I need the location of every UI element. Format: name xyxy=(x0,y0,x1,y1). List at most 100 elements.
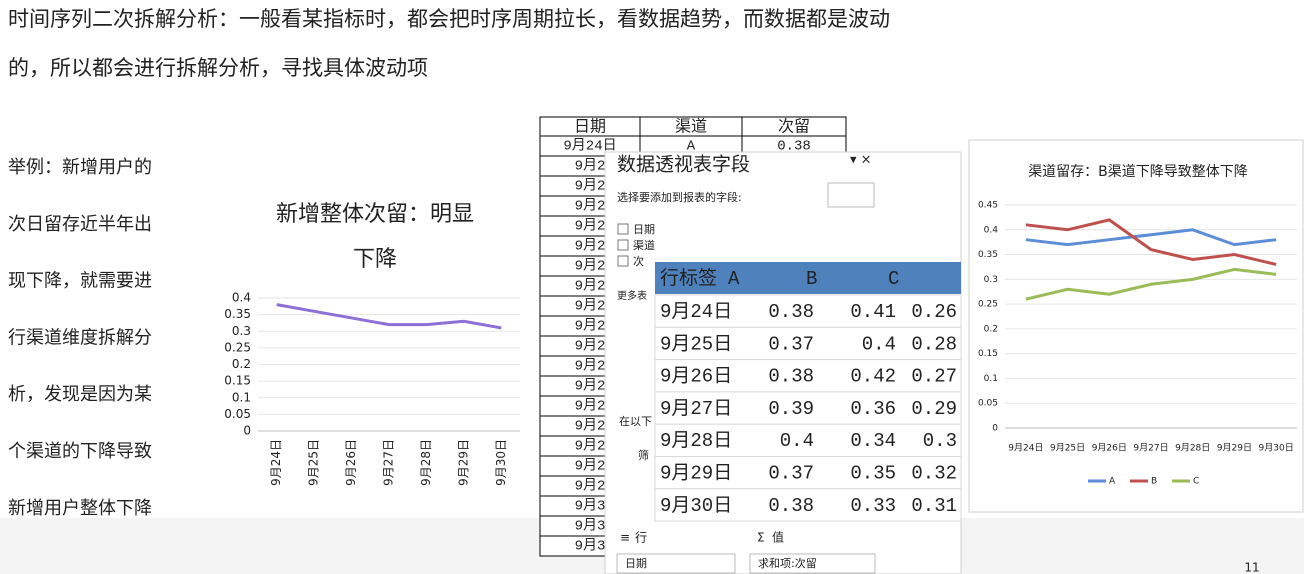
cell-text: 9月24日 xyxy=(563,138,616,155)
column-header: 次留 xyxy=(778,117,810,136)
sidebar-line: 析，发现是因为某 xyxy=(8,384,152,405)
checkbox[interactable] xyxy=(617,223,629,235)
pivot-row xyxy=(654,488,962,522)
pivot-cell: 0.42 xyxy=(850,366,896,388)
x-tick-label: 9月27日 xyxy=(382,439,396,486)
cell-text: 9月2 xyxy=(575,318,606,335)
cell-text: 9月3 xyxy=(575,518,606,535)
y-tick-label: 0.3 xyxy=(232,324,251,338)
heading-line: 的，所以都会进行拆解分析，寻找具体波动项 xyxy=(8,56,428,80)
x-tick-label: 9月29日 xyxy=(456,439,470,486)
cell-text: 9月3 xyxy=(575,498,606,515)
y-tick-label: 0.4 xyxy=(232,291,251,305)
cell-text: 9月2 xyxy=(575,298,606,315)
x-tick-label: 9月25日 xyxy=(307,439,321,486)
x-tick-label: 9月24日 xyxy=(269,439,283,486)
y-tick-label: 0 xyxy=(992,424,998,434)
cell-text: 9月2 xyxy=(575,438,606,455)
y-tick-label: 0.05 xyxy=(224,407,251,421)
panel-title: 数据透视表字段 xyxy=(617,154,750,176)
rows-field[interactable] xyxy=(616,553,736,574)
pivot-cell: 0.31 xyxy=(911,495,957,517)
data-line xyxy=(276,303,502,330)
pivot-cell: 0.26 xyxy=(911,301,957,323)
x-tick-label: 9月25日 xyxy=(1050,443,1085,454)
cell-text: 9月2 xyxy=(575,198,606,215)
y-tick-label: 0.3 xyxy=(984,275,998,285)
pivot-cell: 9月30日 xyxy=(660,495,732,517)
pivot-cell: 9月28日 xyxy=(660,430,732,452)
y-tick-label: 0.2 xyxy=(984,324,998,334)
pivot-cell: 0.34 xyxy=(850,430,896,452)
settings-button[interactable] xyxy=(827,182,875,208)
pivot-header-text: B xyxy=(806,268,817,290)
y-tick-label: 0.25 xyxy=(978,300,998,310)
sidebar-line: 次日留存近半年出 xyxy=(8,214,152,235)
y-tick-label: 0.15 xyxy=(978,349,998,359)
x-tick-label: 9月26日 xyxy=(1092,443,1127,454)
pivot-header-text: C xyxy=(888,268,899,290)
pivot-cell: 0.37 xyxy=(768,333,814,355)
pivot-header-text: A xyxy=(728,268,740,290)
rows-icon: ≡ xyxy=(620,531,630,545)
values-field[interactable] xyxy=(749,553,876,574)
checkbox[interactable] xyxy=(617,255,629,267)
data-line xyxy=(1025,218,1277,266)
pivot-cell: 0.38 xyxy=(768,366,814,388)
pivot-row xyxy=(654,391,962,425)
pivot-row xyxy=(654,294,962,328)
values-icon: Σ xyxy=(757,531,765,545)
pivot-header xyxy=(655,262,961,294)
y-tick-label: 0.35 xyxy=(978,250,998,260)
y-tick-label: 0.1 xyxy=(232,390,251,404)
pivot-cell: 0.27 xyxy=(911,366,957,388)
chart-title: 新增整体次留：明显 xyxy=(276,202,474,227)
x-tick-label: 9月30日 xyxy=(494,439,508,486)
panel-more: 更多表 xyxy=(617,289,647,302)
data-line xyxy=(1025,228,1277,247)
cell-text: 9月2 xyxy=(575,258,606,275)
cell-text: 9月3 xyxy=(575,538,606,555)
pivot-row xyxy=(654,359,962,393)
field-name: 次 xyxy=(633,254,644,268)
drag-hint: 在以下 xyxy=(619,415,652,428)
pivot-cell: 9月25日 xyxy=(660,333,732,355)
cell-text: 9月2 xyxy=(575,418,606,435)
legend-label: C xyxy=(1193,477,1199,487)
pivot-cell: 0.33 xyxy=(850,495,896,517)
panel-close: ▾ × xyxy=(850,153,872,168)
cell-text: 0.38 xyxy=(777,139,811,155)
y-tick-label: 0.45 xyxy=(978,201,998,211)
cell-text: 9月2 xyxy=(575,158,606,175)
column-header: 日期 xyxy=(574,117,606,136)
panel-prompt: 选择要添加到报表的字段: xyxy=(617,190,742,204)
cell-text: 9月2 xyxy=(575,338,606,355)
field-name: 渠道 xyxy=(633,238,655,252)
checkbox[interactable] xyxy=(617,239,629,251)
pivot-cell: 0.36 xyxy=(850,398,896,420)
sidebar-line: 行渠道维度拆解分 xyxy=(8,327,152,348)
sidebar-line: 新增用户整体下降 xyxy=(8,498,152,519)
x-tick-label: 9月27日 xyxy=(1133,443,1168,454)
heading-line: 时间序列二次拆解分析：一般看某指标时，都会把时序周期拉长，看数据趋势，而数据都是… xyxy=(8,7,890,31)
rows-field-name: 日期 xyxy=(625,557,647,570)
y-tick-label: 0.35 xyxy=(224,307,251,321)
pivot-cell: 0.39 xyxy=(768,398,814,420)
pivot-cell: 9月26日 xyxy=(660,366,732,388)
y-tick-label: 0.15 xyxy=(224,374,251,388)
data-line xyxy=(1025,267,1277,301)
column-header: 渠道 xyxy=(675,117,707,136)
sidebar-line: 现下降，就需要进 xyxy=(8,271,152,292)
y-tick-label: 0 xyxy=(243,424,251,438)
sidebar-line: 举例：新增用户的 xyxy=(8,157,152,178)
cell-text: 9月2 xyxy=(575,378,606,395)
pivot-cell: 0.32 xyxy=(911,463,957,485)
cell-text: 9月2 xyxy=(575,278,606,295)
x-tick-label: 9月24日 xyxy=(1008,443,1043,454)
chart-frame xyxy=(968,139,1304,513)
y-tick-label: 0.4 xyxy=(984,225,999,235)
cell-text: 9月2 xyxy=(575,358,606,375)
y-tick-label: 0.2 xyxy=(232,357,251,371)
pivot-cell: 0.38 xyxy=(768,301,814,323)
